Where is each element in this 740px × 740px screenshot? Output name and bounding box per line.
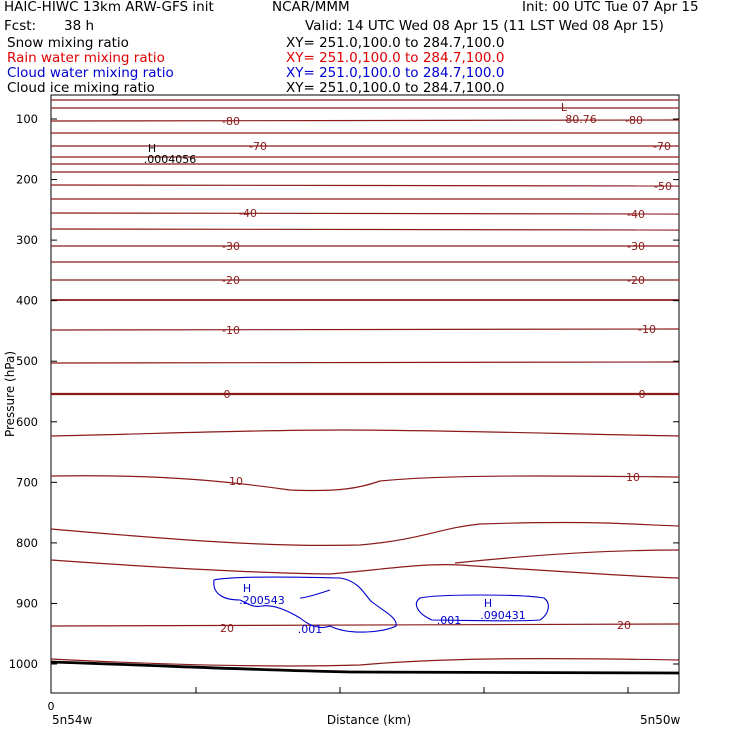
x-axis-ticks (50, 687, 629, 693)
cloud-water-label: .001 (437, 614, 462, 627)
field-name-rain: Rain water mixing ratio (7, 50, 165, 66)
contour-label: 20 (220, 622, 234, 635)
contour-label: -30 (627, 240, 645, 253)
cloud-high-value: .090431 (480, 609, 526, 622)
snow-high-symbol: H (148, 142, 156, 155)
y-tick-label: 800 (16, 536, 38, 550)
contour-label: -30 (222, 240, 240, 253)
y-tick-label: 400 (16, 294, 38, 308)
contour-label: -40 (239, 207, 257, 220)
field-name-snow: Snow mixing ratio (7, 35, 129, 51)
contour-label: -40 (627, 208, 645, 221)
init-time: Init: 00 UTC Tue 07 Apr 15 (522, 0, 699, 15)
field-xy-snow: XY= 251.0,100.0 to 284.7,100.0 (286, 35, 505, 51)
valid-time: Valid: 14 UTC Wed 08 Apr 15 (11 LST Wed … (305, 18, 664, 34)
x-endpoint-right: 5n50w (640, 713, 681, 727)
cloud-high-symbol: H (484, 597, 492, 610)
field-xy-cloud-water: XY= 251.0,100.0 to 284.7,100.0 (286, 65, 505, 81)
contour-label: -80 (222, 115, 240, 128)
x-axis-label: Distance (km) (327, 713, 411, 727)
field-name-cloud-water: Cloud water mixing ratio (7, 65, 174, 81)
temperature-contours (50, 99, 680, 667)
contour-label: -70 (653, 140, 671, 153)
field-xy-rain: XY= 251.0,100.0 to 284.7,100.0 (286, 50, 505, 66)
org-label: NCAR/MMM (272, 0, 350, 15)
contour-label: -80 (625, 114, 643, 127)
y-tick-label: 600 (16, 415, 38, 429)
contour-label: 0 (639, 388, 646, 401)
terrain-line (50, 660, 680, 675)
field-name-cloud-ice: Cloud ice mixing ratio (7, 80, 155, 96)
cloud-high-value: .200543 (239, 594, 285, 607)
x-endpoint-left: 5n54w (52, 713, 93, 727)
low-marker-symbol: L (561, 101, 568, 114)
contour-label: -70 (249, 140, 267, 153)
cloud-water-label: .001 (298, 623, 323, 636)
contour-label: 10 (229, 475, 243, 488)
low-marker-value: -80.76 (561, 113, 596, 126)
cloud-water-contours (213, 576, 549, 633)
contour-label: 20 (617, 619, 631, 632)
contour-label: -50 (654, 180, 672, 193)
contour-label: 10 (626, 471, 640, 484)
y-tick-label: 500 (16, 354, 38, 368)
contour-label: -20 (222, 274, 240, 287)
y-tick-label: 200 (16, 173, 38, 187)
contour-label: -10 (222, 324, 240, 337)
y-tick-label: 100 (16, 112, 38, 126)
contour-label: -10 (638, 323, 656, 336)
model-title: HAIC-HIWC 13km ARW-GFS init (4, 0, 214, 15)
field-xy-cloud-ice: XY= 251.0,100.0 to 284.7,100.0 (286, 80, 505, 96)
y-tick-label: 700 (16, 475, 38, 489)
y-axis-label: Pressure (hPa) (3, 351, 17, 437)
snow-high-value: .0004056 (144, 153, 197, 166)
cloud-high-symbol: H (243, 582, 251, 595)
contour-label: 0 (224, 388, 231, 401)
y-tick-label: 1000 (9, 657, 38, 671)
temperature-labels: -80 -80 -70 -70 -50 -40 -40 -30 -30 -20 … (220, 114, 672, 635)
forecast-hour: 38 h (64, 18, 95, 34)
x-tick-label: 0 (48, 700, 55, 713)
contour-label: -20 (627, 274, 645, 287)
forecast-label: Fcst: (4, 18, 37, 34)
y-tick-label: 900 (16, 596, 38, 610)
y-tick-label: 300 (16, 233, 38, 247)
